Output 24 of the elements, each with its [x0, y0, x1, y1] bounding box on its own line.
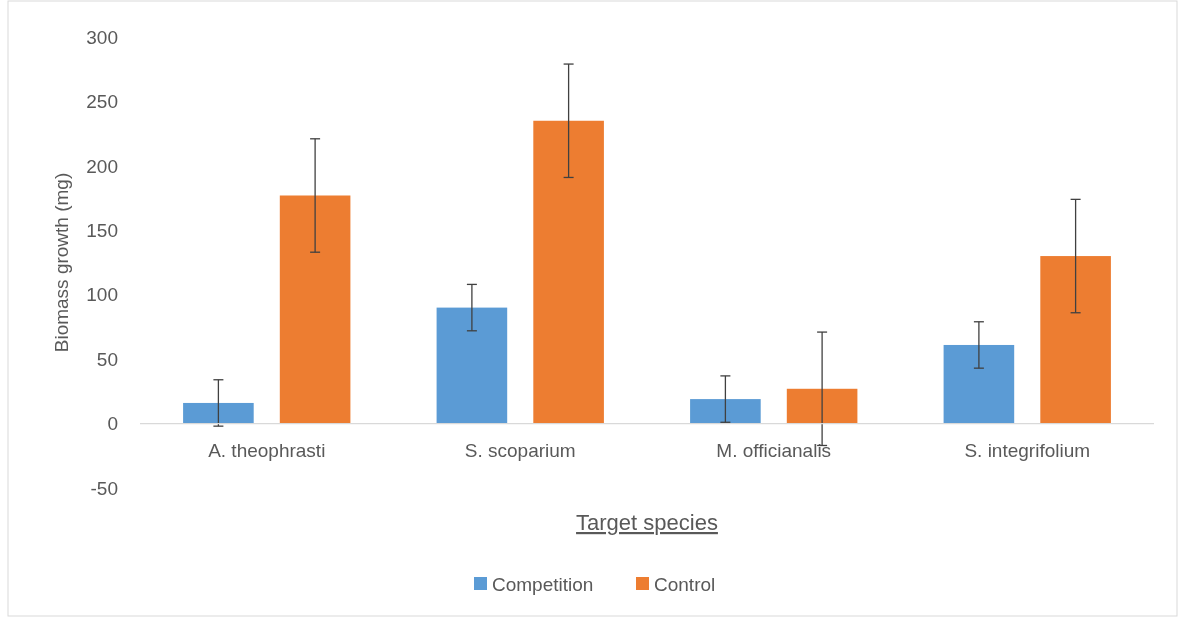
y-tick-label: 150: [86, 219, 118, 241]
legend-label: Competition: [492, 573, 594, 595]
y-tick-label: 250: [86, 91, 118, 113]
bar: [533, 120, 604, 424]
bar: [183, 402, 254, 424]
bar: [436, 307, 508, 424]
x-tick-label: A. theophrasti: [208, 439, 326, 461]
x-tick-label: S. scoparium: [464, 439, 576, 461]
bar: [943, 344, 1015, 424]
y-tick-label: 100: [86, 284, 118, 306]
bar: [279, 195, 351, 424]
x-tick-label: S. integrifolium: [964, 439, 1091, 461]
y-tick-label: 50: [96, 348, 118, 370]
y-tick-label: 200: [86, 155, 118, 177]
y-tick-label: 0: [107, 413, 118, 435]
bar: [690, 399, 761, 424]
y-axis-title: Biomass growth (mg): [51, 172, 72, 353]
bar: [786, 388, 858, 424]
x-tick-label: M. officianalis: [716, 439, 832, 461]
legend-label: Control: [654, 573, 716, 595]
x-axis-title: Target species: [576, 510, 718, 535]
y-tick-label: -50: [90, 477, 118, 499]
y-tick-label: 300: [86, 26, 118, 48]
bar: [1040, 256, 1111, 424]
